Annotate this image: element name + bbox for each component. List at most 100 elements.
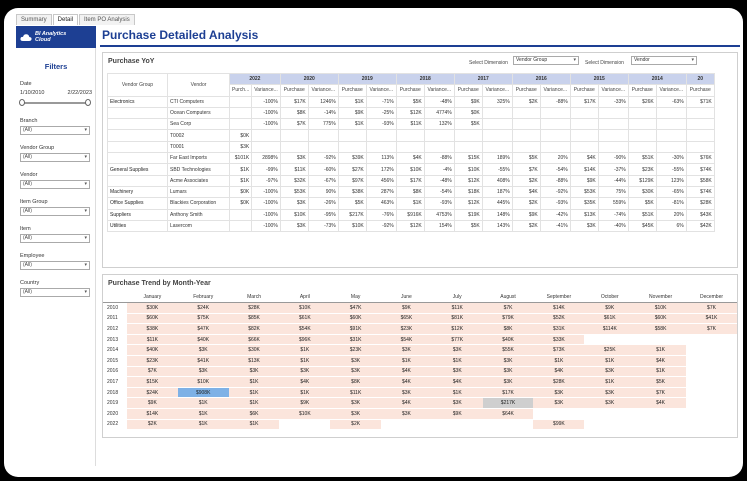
trend-value-cell[interactable]: $1K — [177, 419, 229, 431]
trend-value-cell[interactable] — [635, 408, 687, 420]
trend-value-cell[interactable] — [635, 334, 687, 346]
trend-value-cell[interactable]: $11K — [431, 302, 483, 314]
trend-value-cell[interactable]: $1K — [533, 355, 585, 367]
trend-value-cell[interactable]: $9K — [584, 302, 636, 314]
trend-value-cell[interactable] — [686, 355, 737, 367]
trend-value-cell[interactable]: $40K — [482, 334, 534, 346]
trend-value-cell[interactable]: $60K — [330, 313, 382, 325]
trend-value-cell[interactable]: $38K — [126, 323, 178, 335]
trend-value-cell[interactable]: $30K — [126, 302, 178, 314]
trend-value-cell[interactable]: $31K — [330, 334, 382, 346]
trend-value-cell[interactable]: $31K — [533, 323, 585, 335]
trend-value-cell[interactable]: $52K — [533, 313, 585, 325]
trend-value-cell[interactable]: $3K — [584, 366, 636, 378]
trend-value-cell[interactable]: $9K — [279, 397, 331, 410]
trend-value-cell[interactable]: $41K — [177, 355, 229, 367]
trend-value-cell[interactable]: $54K — [279, 323, 331, 335]
item-group-filter-dropdown[interactable]: (All) ▾ — [20, 207, 90, 216]
trend-value-cell[interactable]: $55K — [482, 344, 534, 357]
trend-value-cell[interactable]: $15K — [126, 376, 178, 388]
trend-value-cell[interactable]: $10K — [279, 408, 331, 420]
trend-value-cell[interactable] — [686, 366, 737, 378]
trend-value-cell[interactable]: $1K — [431, 387, 483, 399]
trend-value-cell[interactable] — [584, 419, 636, 431]
trend-value-cell[interactable]: $7K — [635, 387, 687, 399]
trend-value-cell[interactable]: $6K — [228, 408, 280, 420]
trend-value-cell[interactable]: $12K — [431, 323, 483, 335]
trend-value-cell[interactable]: $3K — [482, 376, 534, 388]
vendor-group-filter-dropdown[interactable]: (All) ▾ — [20, 153, 90, 162]
employee-filter-dropdown[interactable]: (All) ▾ — [20, 261, 90, 270]
trend-value-cell[interactable]: $81K — [431, 313, 483, 325]
trend-value-cell[interactable] — [686, 387, 737, 399]
vendor-cell[interactable]: Ocean Computers — [167, 106, 230, 120]
trend-value-cell[interactable] — [431, 419, 483, 431]
trend-value-cell[interactable]: $1K — [177, 408, 229, 420]
trend-value-cell[interactable] — [686, 334, 737, 346]
trend-value-cell[interactable]: $1K — [635, 366, 687, 378]
trend-value-cell[interactable]: $1K — [228, 419, 280, 431]
trend-value-cell[interactable]: $60K — [635, 313, 687, 325]
trend-value-cell[interactable]: $33K — [533, 334, 585, 346]
trend-value-cell[interactable]: $2K — [330, 419, 382, 431]
trend-value-cell[interactable]: $3K — [330, 355, 382, 367]
trend-value-cell[interactable]: $58K — [635, 323, 687, 335]
trend-value-cell[interactable] — [686, 419, 737, 431]
trend-value-cell[interactable]: $3K — [381, 408, 432, 420]
trend-value-cell[interactable]: $1K — [228, 376, 280, 388]
trend-value-cell[interactable] — [482, 419, 534, 431]
trend-value-cell[interactable]: $3K — [533, 397, 585, 410]
vendor-cell[interactable]: Sea Corp — [167, 118, 230, 131]
trend-value-cell[interactable]: $41K — [686, 313, 737, 325]
trend-value-cell[interactable]: $7K — [686, 323, 737, 335]
vendor-cell[interactable]: Far East Imports — [167, 152, 230, 165]
branch-filter-dropdown[interactable]: (All) ▾ — [20, 126, 90, 135]
trend-value-cell[interactable]: $61K — [279, 313, 331, 325]
trend-value-cell[interactable]: $7K — [686, 302, 737, 314]
trend-value-cell[interactable] — [686, 376, 737, 388]
trend-value-cell[interactable]: $1K — [228, 397, 280, 410]
date-slider-end-handle[interactable] — [85, 99, 91, 106]
trend-value-cell[interactable]: $99K — [533, 419, 585, 431]
trend-value-cell[interactable]: $3K — [381, 344, 432, 357]
trend-value-cell[interactable]: $60K — [126, 313, 178, 325]
trend-value-cell[interactable]: $79K — [482, 313, 534, 325]
trend-value-cell[interactable]: $9K — [431, 408, 483, 420]
trend-value-cell[interactable]: $96K — [279, 334, 331, 346]
trend-value-cell[interactable]: $77K — [431, 334, 483, 346]
trend-value-cell[interactable]: $91K — [330, 323, 382, 335]
trend-value-cell[interactable]: $8K — [330, 376, 382, 388]
trend-value-cell[interactable]: $13K — [228, 355, 280, 367]
tab-detail[interactable]: Detail — [52, 14, 79, 25]
trend-value-cell[interactable]: $17K — [482, 387, 534, 399]
trend-value-cell[interactable]: $14K — [533, 302, 585, 314]
trend-value-cell[interactable]: $73K — [533, 344, 585, 357]
trend-value-cell[interactable]: $3K — [482, 366, 534, 378]
trend-value-cell[interactable]: $7K — [482, 302, 534, 314]
trend-value-cell[interactable]: $1K — [279, 344, 331, 357]
trend-value-cell[interactable]: $2K — [126, 419, 178, 431]
trend-value-cell[interactable]: $1K — [584, 376, 636, 388]
trend-value-cell[interactable]: $3K — [330, 408, 382, 420]
trend-value-cell[interactable]: $3K — [228, 366, 280, 378]
date-slider-start-handle[interactable] — [19, 99, 25, 106]
trend-value-cell[interactable]: $3K — [279, 366, 331, 378]
trend-value-cell[interactable]: $14K — [126, 408, 178, 420]
trend-value-cell[interactable] — [686, 397, 737, 410]
trend-value-cell[interactable]: $3K — [431, 344, 483, 357]
trend-value-cell[interactable]: $25K — [584, 344, 636, 357]
trend-value-cell[interactable]: $1K — [635, 344, 687, 357]
trend-value-cell[interactable]: $10K — [279, 302, 331, 314]
trend-value-cell[interactable]: $75K — [177, 313, 229, 325]
item-filter-dropdown[interactable]: (All) ▾ — [20, 234, 90, 243]
trend-value-cell[interactable] — [279, 419, 331, 431]
trend-value-cell[interactable]: $114K — [584, 323, 636, 335]
trend-value-cell[interactable]: $23K — [330, 344, 382, 357]
trend-value-cell[interactable]: $47K — [330, 302, 382, 314]
trend-value-cell[interactable]: $66K — [228, 334, 280, 346]
trend-value-cell[interactable]: $908K — [177, 387, 229, 399]
trend-value-cell[interactable]: $4K — [381, 376, 432, 388]
trend-value-cell[interactable]: $8K — [482, 323, 534, 335]
date-slider[interactable] — [19, 99, 91, 106]
select-dimension-1[interactable]: Vendor Group ▾ — [513, 56, 579, 65]
